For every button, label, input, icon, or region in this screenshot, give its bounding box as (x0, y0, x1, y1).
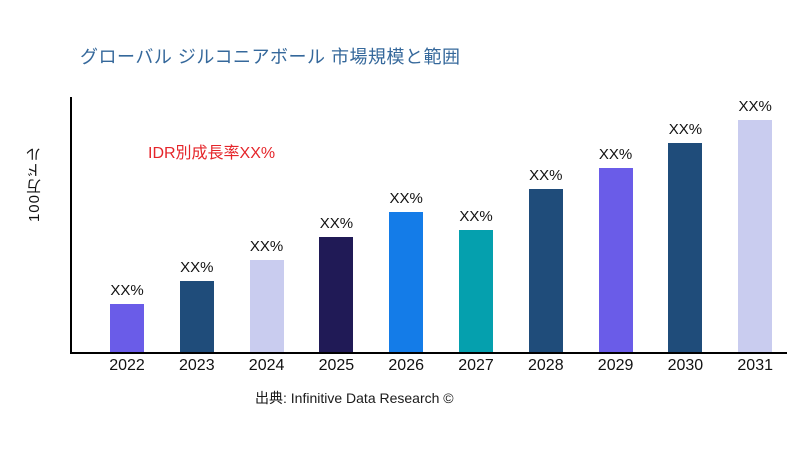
bar-2031 (738, 120, 773, 352)
bar-2026 (389, 212, 424, 352)
bar-value-label-2031: XX% (738, 97, 772, 115)
bar-value-label-2023: XX% (180, 258, 214, 276)
plot-area: IDR別成長率XX% XX% XX% XX% XX% XX% XX% XX% XX% XX% XX… (70, 97, 787, 354)
x-tick-2029: 2029 (597, 357, 634, 374)
bar-value-label-2027: XX% (459, 207, 493, 225)
x-tick-2022: 2022 (109, 357, 145, 374)
x-tick-2031: 2031 (737, 357, 773, 374)
x-tick-2026: 2026 (388, 357, 424, 374)
bar-value-label-2030: XX% (668, 120, 703, 138)
bar-group-2029: XX% (598, 145, 633, 352)
x-tick-2024: 2024 (248, 357, 285, 374)
chart-title: グローバル ジルコニアボール 市場規模と範囲 (80, 47, 461, 67)
bar-group-2022: XX% (110, 281, 144, 352)
bar-group-2026: XX% (389, 189, 424, 352)
bar-value-label-2028: XX% (529, 166, 563, 184)
bar-2024 (249, 260, 284, 352)
x-axis-labels: 2022 2023 2024 2025 2026 2027 2028 2029 2030 2031 (72, 357, 787, 379)
bar-group-2031: XX% (738, 97, 773, 352)
bar-2023 (179, 281, 214, 352)
y-axis-label: 100万ドル (26, 146, 43, 223)
bar-2029 (598, 168, 633, 352)
bar-group-2024: XX% (249, 237, 284, 352)
x-tick-2028: 2028 (528, 357, 564, 374)
x-tick-2030: 2030 (667, 357, 704, 374)
bar-value-label-2029: XX% (598, 145, 633, 163)
bars-container: XX% XX% XX% XX% XX% XX% XX% XX% XX% XX% (72, 97, 787, 352)
growth-rate-annotation: IDR別成長率XX% (148, 145, 276, 162)
bar-value-label-2026: XX% (389, 189, 423, 207)
bar-group-2028: XX% (528, 166, 563, 352)
bar-2027 (459, 230, 493, 352)
source-note: 出典: Infinitive Data Research © (255, 390, 454, 406)
bar-group-2023: XX% (179, 258, 214, 352)
x-tick-2023: 2023 (179, 357, 215, 374)
x-tick-2027: 2027 (458, 357, 494, 374)
bar-group-2027: XX% (459, 207, 493, 352)
bar-2028 (528, 189, 563, 352)
bar-group-2030: XX% (668, 120, 703, 352)
bar-value-label-2024: XX% (249, 237, 284, 255)
bar-2022 (110, 304, 144, 352)
bar-2025 (319, 237, 354, 352)
bar-group-2025: XX% (319, 214, 354, 352)
x-tick-2025: 2025 (318, 357, 355, 374)
bar-value-label-2022: XX% (110, 281, 144, 299)
bar-value-label-2025: XX% (319, 214, 354, 232)
bar-2030 (668, 143, 703, 352)
